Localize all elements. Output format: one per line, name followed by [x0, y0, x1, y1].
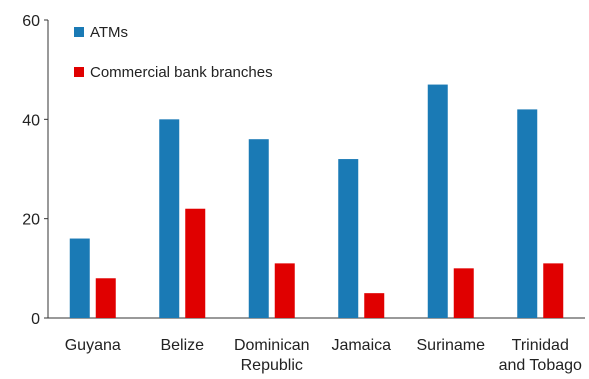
y-tick-label: 20: [22, 212, 40, 229]
bar-atms-belize: [159, 119, 180, 318]
bar-atms-suriname: [427, 84, 448, 318]
bar-atms-guyana: [69, 238, 90, 318]
x-tick-label: Belize: [160, 337, 204, 354]
bar-commercial-bank-branches-trinidad-and-tobago: [543, 263, 564, 318]
x-axis-labels: Guyana Belize Dominican Republic Jamaica Suri…: [65, 337, 582, 374]
y-tick-label: 40: [22, 112, 40, 129]
x-tick-label: Republic: [241, 357, 303, 374]
chart-bars: [69, 84, 564, 319]
x-tick-label: Jamaica: [331, 337, 391, 354]
y-tick-label: 0: [31, 311, 40, 328]
x-tick-label: Dominican: [234, 337, 310, 354]
x-tick-label: Trinidad: [512, 337, 569, 354]
x-tick-label: and Tobago: [499, 357, 582, 374]
legend-swatch: [74, 27, 84, 37]
legend-label: Commercial bank branches: [90, 64, 273, 81]
bar-commercial-bank-branches-belize: [185, 208, 206, 318]
x-tick-label: Suriname: [417, 337, 486, 354]
bar-commercial-bank-branches-jamaica: [364, 293, 385, 318]
y-tick-label: 60: [22, 13, 40, 30]
bar-atms-trinidad-and-tobago: [517, 109, 538, 319]
legend: ATMs Commercial bank branches: [74, 24, 273, 81]
bar-atms-jamaica: [338, 159, 359, 318]
bar-commercial-bank-branches-dominican-republic: [274, 263, 295, 318]
x-tick-label: Guyana: [65, 337, 121, 354]
y-axis: 0 20 40 60: [22, 13, 585, 328]
bar-commercial-bank-branches-guyana: [95, 278, 116, 318]
bar-atms-dominican-republic: [248, 139, 269, 318]
bar-commercial-bank-branches-suriname: [453, 268, 474, 318]
legend-swatch: [74, 67, 84, 77]
legend-label: ATMs: [90, 24, 128, 41]
